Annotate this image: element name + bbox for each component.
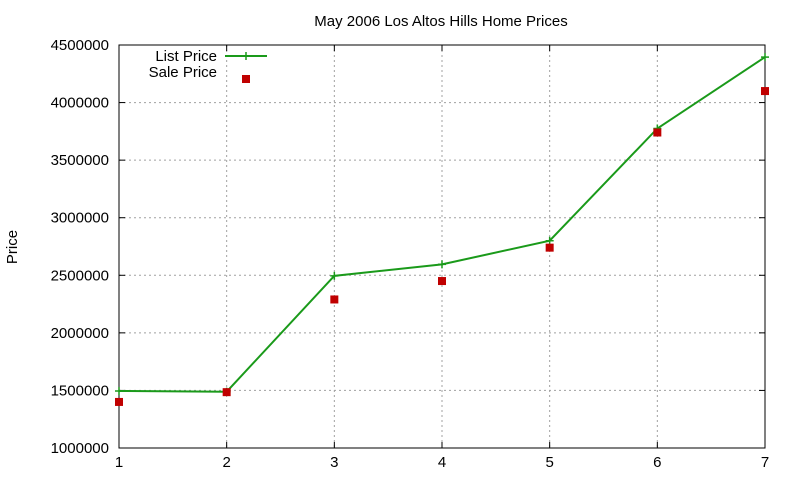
legend-marker: [242, 52, 250, 60]
grid-lines: [119, 45, 765, 448]
y-tick-label: 1500000: [51, 382, 109, 399]
data-point: [438, 260, 446, 269]
y-tick-label: 3500000: [51, 152, 109, 169]
series-list-price: [115, 53, 769, 396]
legend-label: List Price: [155, 48, 217, 65]
x-tick-label: 7: [761, 454, 769, 471]
x-tick-label: 5: [545, 454, 553, 471]
x-tick-label: 3: [330, 454, 338, 471]
axis-ticks: 1 2 3 4 5 6 7 1000000 1500000 2000000 2500000 30000…: [51, 37, 770, 471]
data-point: [545, 243, 554, 252]
legend-label: Sale Price: [149, 64, 217, 81]
series-sale-price: [115, 87, 769, 406]
data-point: [545, 236, 554, 245]
y-axis-label: Price: [4, 230, 21, 264]
series-layer: [115, 53, 769, 406]
y-tick-label: 4000000: [51, 95, 109, 112]
y-tick-label: 2000000: [51, 325, 109, 342]
chart-title: May 2006 Los Altos Hills Home Prices: [314, 13, 567, 30]
x-tick-label: 2: [222, 454, 230, 471]
data-point: [222, 388, 231, 397]
legend-entry: List Price: [155, 48, 267, 65]
y-tick-label: 2500000: [51, 267, 109, 284]
x-tick-label: 1: [115, 454, 123, 471]
legend-entry: Sale Price: [149, 64, 250, 83]
data-point: [761, 87, 769, 96]
data-point: [438, 277, 446, 286]
data-point: [653, 128, 662, 137]
y-tick-label: 1000000: [51, 440, 109, 457]
x-tick-label: 4: [438, 454, 446, 471]
data-point: [115, 387, 123, 396]
legend-marker: [242, 75, 250, 83]
y-tick-label: 4500000: [51, 37, 109, 54]
data-point: [330, 295, 339, 304]
x-tick-label: 6: [653, 454, 661, 471]
y-tick-label: 3000000: [51, 210, 109, 227]
data-point: [761, 53, 769, 62]
data-point: [115, 397, 123, 406]
data-point: [330, 271, 339, 280]
